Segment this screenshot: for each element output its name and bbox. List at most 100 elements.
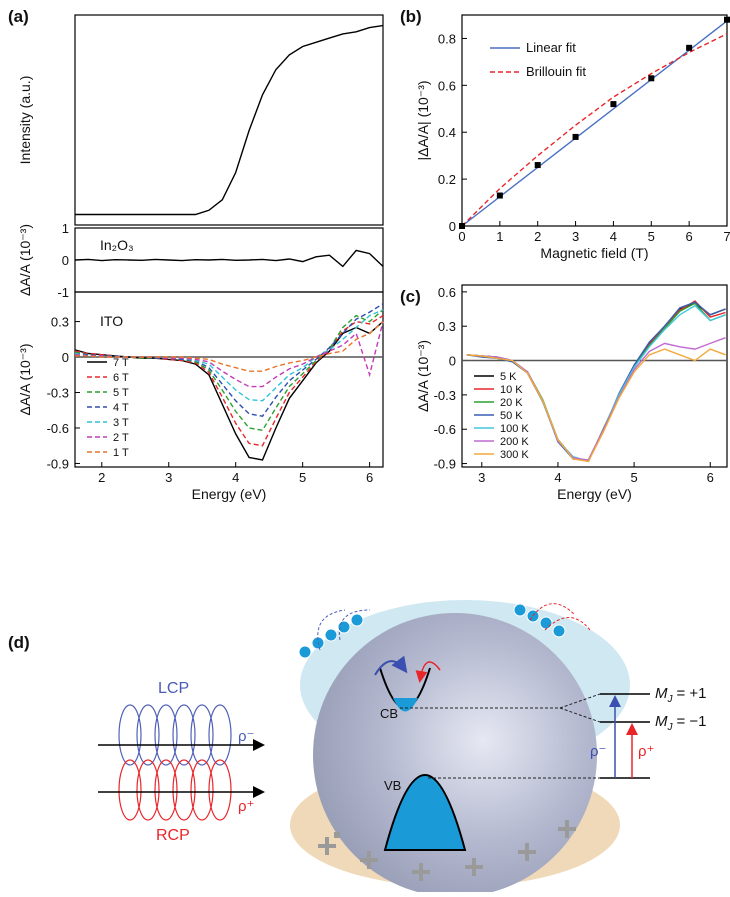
plot-frame (461, 284, 728, 468)
panel-label: (b) (400, 7, 422, 26)
lcp-helix (118, 704, 232, 766)
legend-label: 20 K (500, 397, 523, 409)
x-tick-label: 5 (630, 470, 637, 485)
cb-label: CB (380, 706, 398, 721)
plot-frame (74, 14, 384, 226)
legend-label: 4 T (113, 402, 129, 414)
vb-label: VB (384, 778, 401, 793)
x-tick-label: 6 (366, 470, 373, 485)
legend-label: 2 T (113, 432, 129, 444)
rho-label: ρ⁺ (238, 798, 254, 815)
rho-label: ρ⁻ (238, 728, 254, 745)
x-tick-label: 2 (98, 470, 105, 485)
x-tick-label: 3 (572, 229, 579, 244)
x-tick-label: 5 (299, 470, 306, 485)
annotation: ITO (100, 313, 123, 329)
spin-trail (529, 603, 591, 631)
level-value: = −1 (677, 713, 707, 730)
y-axis-label: ΔA/A (10⁻³) (415, 340, 431, 412)
legend-label: 5 T (113, 387, 129, 399)
level-label: MJ = +1 (655, 685, 707, 705)
legend-label: 100 K (500, 423, 529, 435)
nanoparticle (313, 613, 597, 897)
x-tick-label: 2 (534, 229, 541, 244)
y-tick-label: 0.3 (438, 319, 456, 334)
legend-label: Linear fit (526, 40, 576, 55)
x-tick-label: 1 (496, 229, 503, 244)
y-axis-label: ΔA/A (10⁻³) (17, 224, 33, 296)
transition-label: ρ⁺ (638, 743, 654, 760)
legend-label: 3 T (113, 417, 129, 429)
y-tick-label: -0.9 (47, 456, 69, 471)
y-tick-label: -0.3 (47, 386, 69, 401)
panel-label: (a) (8, 7, 29, 26)
diagram: (d) CB VB ρ⁻ (0, 0, 707, 897)
legend-label: 1 T (113, 447, 129, 459)
level-label: MJ = −1 (655, 713, 707, 733)
x-tick-label: 4 (232, 470, 239, 485)
x-tick-label: 0 (458, 229, 465, 244)
data-point (534, 162, 541, 169)
y-tick-label: -0.6 (47, 421, 69, 436)
x-tick-label: 6 (707, 470, 714, 485)
data-point (610, 101, 617, 108)
plus-signs (0, 0, 576, 881)
x-tick-label: 3 (478, 470, 485, 485)
x-tick-label: 7 (723, 229, 730, 244)
transition-label: ρ⁻ (590, 743, 606, 760)
y-tick-label: 0 (62, 253, 69, 268)
x-tick-label: 5 (648, 229, 655, 244)
connector (559, 707, 601, 723)
panel-label: (d) (8, 633, 30, 652)
y-axis-label: ΔA/A (10⁻³) (17, 344, 33, 416)
vb-band (383, 774, 467, 851)
x-axis-label: Magnetic field (T) (540, 245, 648, 261)
x-axis-label: Energy (eV) (192, 486, 267, 502)
rcp-helix (118, 759, 232, 821)
scatter-arrow (374, 655, 408, 676)
data-point (572, 133, 579, 140)
x-tick-label: 6 (686, 229, 693, 244)
series-line (461, 20, 728, 227)
legend-label: 50 K (500, 410, 523, 422)
cb-fill (393, 698, 418, 712)
level-symbol: M (655, 713, 668, 730)
lcp-label: LCP (158, 680, 189, 697)
plot-frame (461, 14, 728, 227)
panel-label: (c) (400, 287, 421, 306)
legend-label: Brillouin fit (526, 64, 586, 79)
y-tick-label: 0.2 (438, 172, 456, 187)
data-point (648, 75, 655, 82)
x-tick-label: 4 (610, 229, 617, 244)
y-tick-label: 0 (449, 354, 456, 369)
y-axis-label: |ΔA/A| (10⁻³) (415, 80, 431, 160)
rcp-label: RCP (156, 827, 190, 844)
series-line (74, 249, 384, 268)
legend-label: 10 K (500, 384, 523, 396)
y-tick-label: 0 (449, 219, 456, 234)
y-tick-label: -0.3 (434, 388, 456, 403)
x-tick-label: 4 (554, 470, 561, 485)
y-tick-label: 0.6 (438, 78, 456, 93)
annotation: In₂O₃ (100, 237, 134, 253)
level-subscript: J (667, 694, 674, 705)
series-line (75, 24, 384, 216)
legend-label: 300 K (500, 449, 529, 461)
x-tick-label: 3 (165, 470, 172, 485)
legend-label: 200 K (500, 436, 529, 448)
data-point (459, 223, 465, 229)
spin-trail (317, 609, 371, 651)
plot-frame (74, 291, 384, 468)
level-value: = +1 (677, 685, 707, 702)
scatter-arrow (415, 661, 441, 683)
x-axis-label: Energy (eV) (557, 486, 632, 502)
data-point (724, 16, 730, 23)
y-tick-label: 0.6 (438, 285, 456, 300)
y-tick-label: 0.3 (51, 315, 69, 330)
y-tick-label: -0.6 (434, 422, 456, 437)
data-point (496, 192, 503, 199)
y-tick-label: -0.9 (434, 457, 456, 472)
legend-label: 7 T (113, 357, 129, 369)
y-tick-label: 0.8 (438, 31, 456, 46)
